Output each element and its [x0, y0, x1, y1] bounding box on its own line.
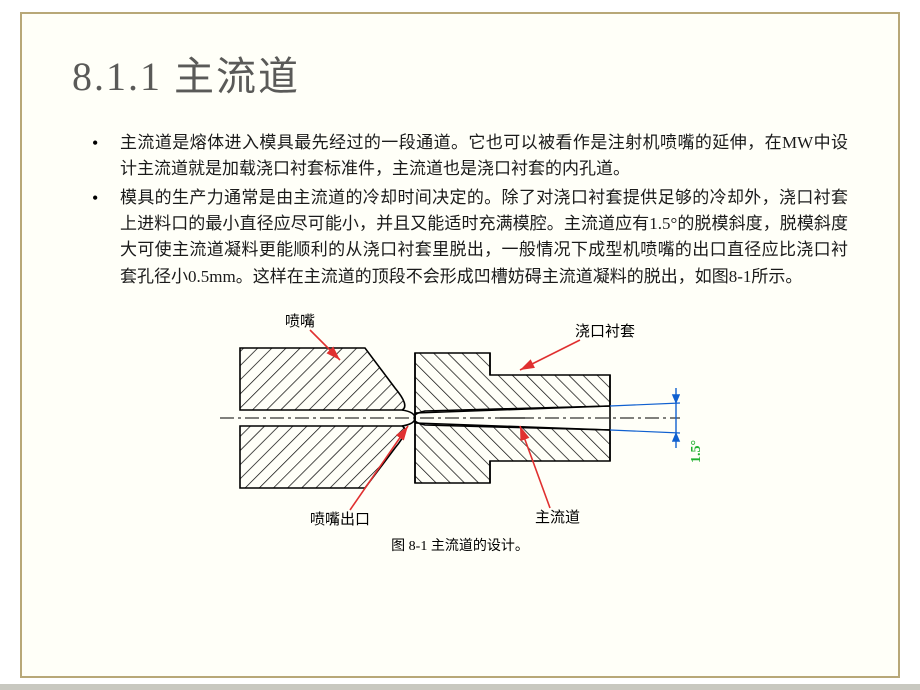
- label-sprue-bushing: 浇口衬套: [575, 323, 635, 340]
- label-nozzle-exit: 喷嘴出口: [310, 511, 370, 528]
- bullet-item: 主流道是熔体进入模具最先经过的一段通道。它也可以被看作是注射机喷嘴的延伸，在MW…: [92, 130, 848, 183]
- slide-frame: 8.1.1 主流道 主流道是熔体进入模具最先经过的一段通道。它也可以被看作是注射…: [20, 12, 900, 678]
- label-nozzle: 喷嘴: [285, 313, 315, 330]
- bottom-shadow: [0, 684, 920, 690]
- slide-title: 8.1.1 主流道: [72, 44, 848, 102]
- figure-caption: 图 8-1 主流道的设计。: [72, 535, 848, 555]
- angle-label: 1.5°: [689, 440, 704, 463]
- sprue-diagram: 1.5° 喷嘴 浇口衬套 喷嘴出口 主流道: [180, 298, 740, 528]
- bullet-list: 主流道是熔体进入模具最先经过的一段通道。它也可以被看作是注射机喷嘴的延伸，在MW…: [72, 130, 848, 290]
- bullet-item: 模具的生产力通常是由主流道的冷却时间决定的。除了对浇口衬套提供足够的冷却外，浇口…: [92, 185, 848, 290]
- figure-area: 1.5° 喷嘴 浇口衬套 喷嘴出口 主流道 图 8-1 主流道的设计。: [72, 298, 848, 555]
- label-main-channel: 主流道: [535, 509, 580, 526]
